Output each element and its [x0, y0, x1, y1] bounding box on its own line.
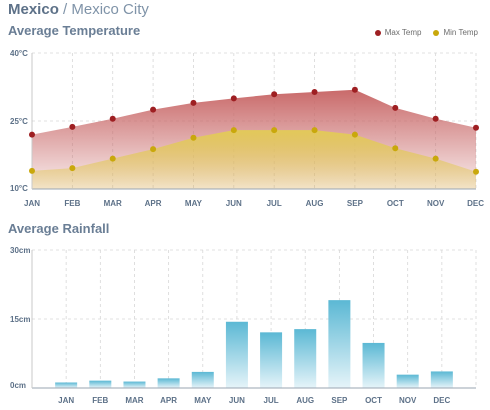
- rainfall-xtick-label: NOV: [399, 396, 417, 405]
- point-min-temp-dec: [473, 168, 479, 175]
- rainfall-xtick-label: SEP: [331, 396, 348, 405]
- temperature-xtick-label: AUG: [306, 199, 324, 208]
- temperature-chart-title: Average Temperature: [8, 23, 141, 38]
- temperature-ytick-label: 25°C: [10, 117, 28, 126]
- rainfall-xtick-label: OCT: [365, 396, 382, 405]
- page-title: Mexico / Mexico City: [8, 1, 149, 18]
- rainfall-ytick-label: 30cm: [10, 246, 30, 255]
- point-max-temp-dec: [473, 124, 479, 131]
- bar-mar: [123, 381, 146, 388]
- rainfall-xtick-label: MAR: [125, 396, 143, 405]
- temperature-xtick-label: DEC: [467, 199, 484, 208]
- temperature-xtick-label: APR: [145, 199, 162, 208]
- legend-label-max-temp: Max Temp: [384, 28, 422, 37]
- rainfall-xtick-label: DEC: [433, 396, 450, 405]
- temperature-xtick-label: MAY: [185, 199, 203, 208]
- point-min-temp-apr: [150, 146, 157, 153]
- point-min-temp-nov: [432, 155, 439, 162]
- point-max-temp-nov: [432, 115, 439, 122]
- bar-dec: [430, 371, 453, 388]
- rainfall-chart-title: Average Rainfall: [8, 221, 110, 236]
- point-max-temp-apr: [150, 106, 157, 113]
- rainfall-xtick-label: JAN: [58, 396, 74, 405]
- legend-item-min-temp[interactable]: Min Temp: [433, 28, 478, 37]
- rainfall-xtick-label: FEB: [92, 396, 108, 405]
- temperature-xtick-label: JUL: [267, 199, 282, 208]
- city-name: Mexico City: [71, 1, 149, 18]
- title-separator: /: [63, 1, 68, 18]
- legend-label-min-temp: Min Temp: [443, 28, 478, 37]
- bar-aug: [294, 329, 317, 388]
- temperature-xtick-label: JAN: [24, 199, 40, 208]
- rainfall-xtick-label: APR: [160, 396, 177, 405]
- rainfall-xtick-label: MAY: [194, 396, 212, 405]
- country-name: Mexico: [8, 1, 59, 18]
- point-min-temp-aug: [311, 127, 318, 134]
- temperature-xtick-label: MAR: [104, 199, 122, 208]
- legend-item-max-temp[interactable]: Max Temp: [374, 28, 422, 37]
- point-min-temp-feb: [69, 165, 76, 172]
- rainfall-chart: 0cm 15cm 30cm JAN FEB MAR APR MAY JUN JUL AUG SEP OC…: [10, 246, 477, 405]
- bar-apr: [157, 378, 180, 388]
- bar-jul: [260, 332, 283, 388]
- temperature-legend: Max Temp Min Temp: [363, 28, 478, 37]
- point-max-temp-oct: [392, 104, 399, 111]
- point-max-temp-jan: [29, 131, 35, 138]
- bar-sep: [328, 300, 351, 388]
- max-temp-dot-icon: [374, 29, 381, 36]
- bar-nov: [396, 374, 419, 388]
- point-min-temp-mar: [109, 155, 116, 162]
- point-min-temp-may: [190, 134, 197, 141]
- temperature-xtick-label: OCT: [387, 199, 404, 208]
- temperature-xtick-label: FEB: [64, 199, 80, 208]
- rainfall-ytick-label: 15cm: [10, 315, 30, 324]
- point-min-temp-jan: [29, 167, 35, 174]
- bar-jun: [225, 321, 248, 388]
- temperature-chart: 10°C 25°C 40°C JAN FEB MAR APR MAY JUN JUL AUG SEP O…: [10, 49, 484, 208]
- point-max-temp-aug: [311, 88, 318, 95]
- temperature-xtick-label: JUN: [226, 199, 242, 208]
- rainfall-xtick-label: AUG: [296, 396, 314, 405]
- bar-jan: [55, 382, 78, 388]
- point-max-temp-mar: [109, 115, 116, 122]
- point-min-temp-sep: [351, 131, 358, 138]
- point-max-temp-jul: [271, 91, 278, 98]
- point-min-temp-oct: [392, 145, 399, 152]
- bar-may: [191, 371, 214, 388]
- point-max-temp-sep: [351, 86, 358, 93]
- min-temp-dot-icon: [433, 29, 440, 36]
- temperature-xtick-label: NOV: [427, 199, 445, 208]
- rainfall-xtick-label: JUL: [264, 396, 279, 405]
- rainfall-xtick-label: JUN: [229, 396, 245, 405]
- point-min-temp-jun: [230, 127, 237, 134]
- series-area-min-temp: [32, 130, 476, 189]
- temperature-ytick-label: 10°C: [10, 184, 28, 193]
- point-min-temp-jul: [271, 127, 278, 134]
- bar-oct: [362, 342, 385, 388]
- point-max-temp-feb: [69, 123, 76, 130]
- rainfall-ytick-label: 0cm: [10, 381, 26, 390]
- rainfall-grid: [31, 249, 477, 389]
- point-max-temp-may: [190, 99, 197, 106]
- temperature-xtick-label: SEP: [347, 199, 364, 208]
- bar-feb: [89, 380, 112, 388]
- point-max-temp-jun: [230, 95, 237, 102]
- temperature-ytick-label: 40°C: [10, 49, 28, 58]
